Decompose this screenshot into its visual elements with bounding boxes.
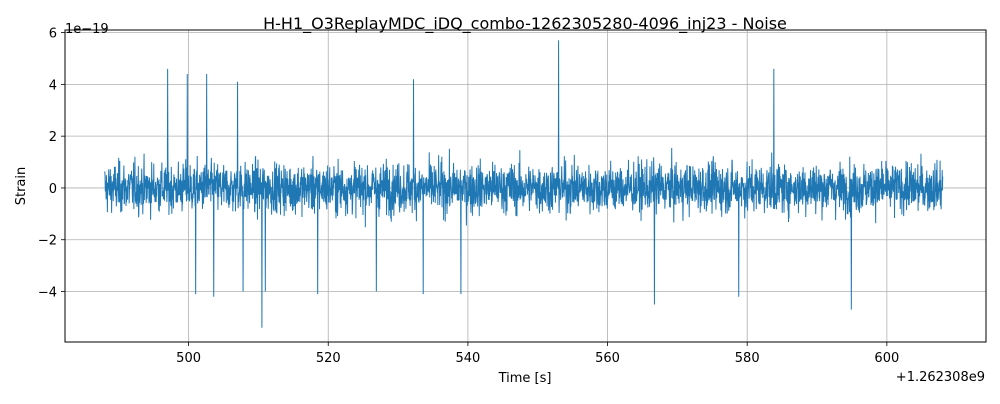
y-tick-label: 2 (49, 130, 57, 145)
y-tick-label: 4 (49, 78, 57, 93)
plot-area (104, 40, 944, 328)
y-tick-label: 6 (49, 27, 57, 42)
strain-series-line (104, 40, 944, 328)
x-axis: 500 520 540 560 580 600 (176, 342, 899, 366)
x-tick-label: 560 (595, 351, 620, 366)
x-tick-label: 520 (316, 351, 341, 366)
y-tick-label: 0 (49, 182, 57, 197)
y-tick-label: −2 (38, 234, 57, 249)
x-tick-label: 540 (455, 351, 480, 366)
y-axis-label: Strain (14, 167, 29, 206)
y-tick-label: −4 (38, 286, 57, 301)
x-tick-label: 600 (874, 351, 899, 366)
y-axis-scale-label: 1e−19 (65, 22, 109, 37)
axes-frame (64, 29, 987, 343)
x-axis-label: Time [s] (498, 371, 552, 386)
x-tick-label: 500 (176, 351, 201, 366)
chart-title: H-H1_O3ReplayMDC_iDQ_combo-1262305280-40… (263, 14, 787, 34)
x-axis-offset-label: +1.262308e9 (896, 370, 985, 385)
y-axis: −4 −2 0 2 4 6 (38, 27, 65, 301)
x-tick-label: 580 (735, 351, 760, 366)
